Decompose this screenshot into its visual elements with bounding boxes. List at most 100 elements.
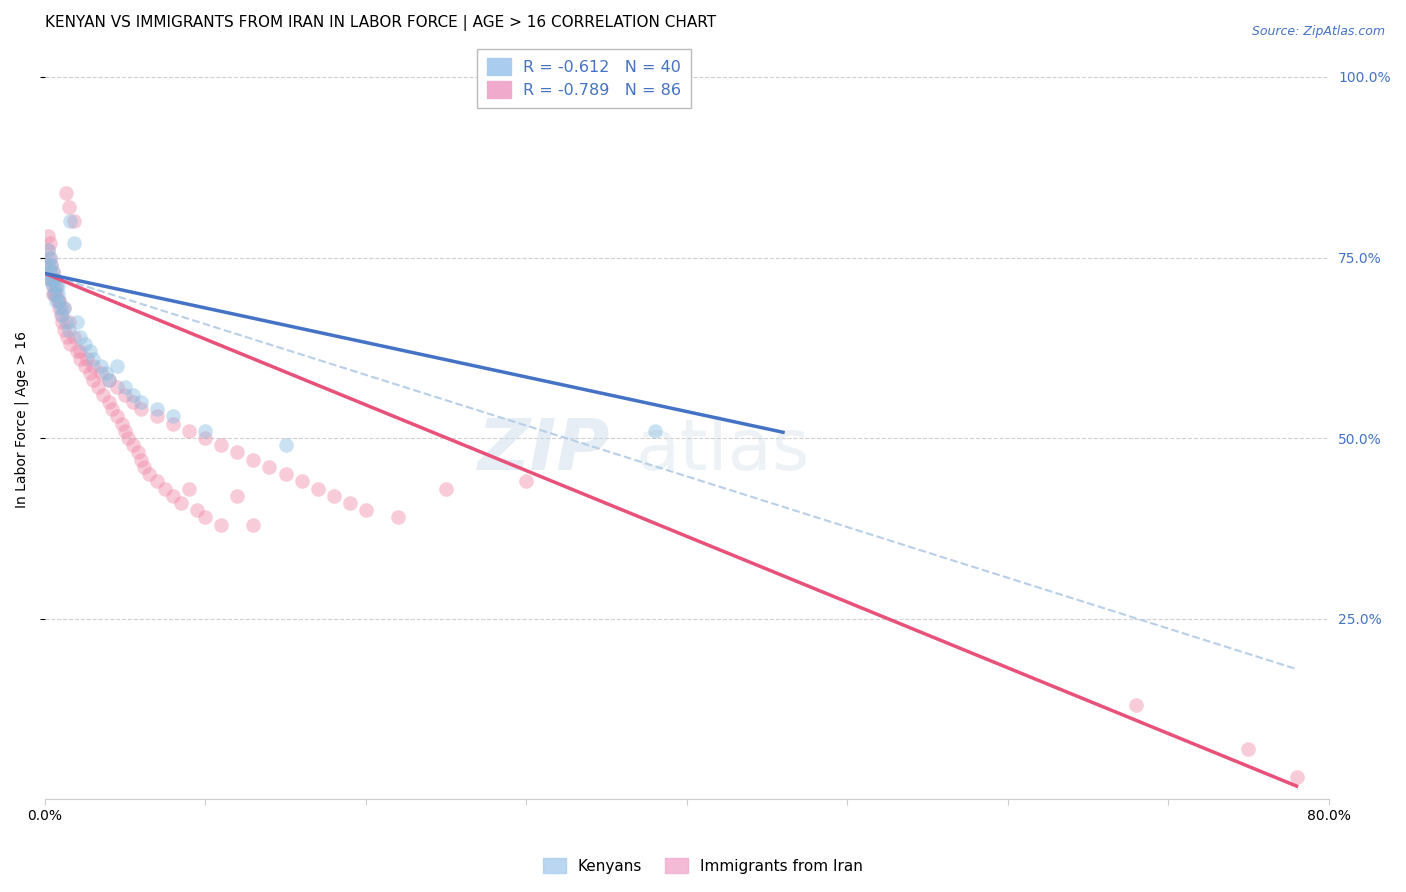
Point [98, 395, 121, 409]
Point [45, 286, 67, 301]
Point [53, 301, 76, 315]
Legend: Kenyans, Immigrants from Iran: Kenyans, Immigrants from Iran [537, 852, 869, 880]
Point [114, 424, 136, 438]
Point [45, 293, 67, 308]
Point [138, 467, 160, 482]
Point [91, 387, 114, 401]
Point [170, 496, 193, 510]
Point [114, 380, 136, 394]
Point [105, 380, 128, 394]
Point [209, 517, 232, 532]
Point [38, 251, 60, 265]
Point [82, 359, 104, 373]
Point [42, 279, 65, 293]
Point [42, 286, 65, 301]
Point [194, 431, 217, 445]
Point [82, 351, 104, 366]
Point [644, 424, 666, 438]
Point [39, 258, 62, 272]
Point [127, 445, 149, 459]
Point [122, 438, 145, 452]
Point [69, 330, 91, 344]
Text: Source: ZipAtlas.com: Source: ZipAtlas.com [1251, 25, 1385, 38]
Point [45, 279, 67, 293]
Point [146, 409, 169, 424]
Text: atlas: atlas [636, 416, 810, 485]
Point [35, 258, 58, 272]
Point [387, 510, 409, 524]
Point [98, 373, 121, 387]
Point [59, 214, 82, 228]
Point [49, 308, 72, 322]
Point [129, 395, 152, 409]
Point [55, 186, 77, 200]
Point [134, 459, 156, 474]
Point [307, 482, 329, 496]
Point [46, 279, 69, 293]
Point [242, 517, 264, 532]
Point [49, 301, 72, 315]
Point [51, 308, 73, 322]
Point [46, 286, 69, 301]
Point [73, 337, 96, 351]
Point [186, 503, 208, 517]
Point [37, 244, 59, 258]
Point [69, 344, 91, 359]
Point [90, 359, 112, 373]
Point [179, 424, 201, 438]
Point [51, 316, 73, 330]
Point [290, 475, 312, 489]
Point [69, 351, 91, 366]
Point [1285, 771, 1308, 785]
Point [39, 258, 62, 272]
Point [354, 503, 377, 517]
Point [59, 337, 82, 351]
Point [82, 373, 104, 387]
Point [38, 251, 60, 265]
Point [226, 445, 249, 459]
Point [339, 496, 361, 510]
Point [153, 482, 176, 496]
Point [209, 438, 232, 452]
Point [48, 293, 70, 308]
Point [35, 272, 58, 286]
Point [242, 452, 264, 467]
Point [122, 387, 145, 401]
Point [44, 272, 66, 286]
Point [101, 402, 124, 417]
Point [66, 344, 89, 359]
Point [46, 293, 69, 308]
Point [48, 293, 70, 308]
Point [53, 301, 76, 315]
Point [274, 438, 297, 452]
Point [39, 272, 62, 286]
Point [62, 214, 84, 228]
Text: ZIP: ZIP [478, 416, 610, 485]
Point [122, 395, 145, 409]
Point [1125, 698, 1147, 713]
Y-axis label: In Labor Force | Age > 16: In Labor Force | Age > 16 [15, 332, 30, 508]
Point [274, 467, 297, 482]
Point [94, 366, 117, 380]
Point [79, 344, 101, 359]
Point [45, 279, 67, 293]
Point [44, 286, 66, 301]
Point [129, 402, 152, 417]
Point [42, 265, 65, 279]
Point [259, 459, 281, 474]
Point [58, 323, 80, 337]
Point [48, 301, 70, 315]
Point [1237, 741, 1260, 756]
Point [37, 244, 59, 258]
Point [58, 316, 80, 330]
Point [56, 330, 79, 344]
Point [66, 316, 89, 330]
Point [194, 510, 217, 524]
Point [146, 475, 169, 489]
Point [53, 323, 76, 337]
Point [55, 316, 77, 330]
Point [194, 424, 217, 438]
Point [322, 489, 344, 503]
Legend: R = -0.612   N = 40, R = -0.789   N = 86: R = -0.612 N = 40, R = -0.789 N = 86 [477, 49, 690, 108]
Point [76, 351, 98, 366]
